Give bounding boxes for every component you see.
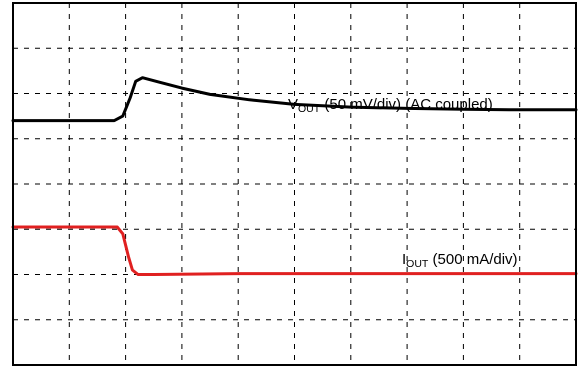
grid-lines (13, 3, 576, 365)
plot-frame (12, 2, 577, 366)
vout-trace-label: VOUT (50 mV/div) (AC coupled) (288, 96, 493, 115)
trace-group (11, 76, 578, 276)
vout-trace (11, 76, 578, 123)
iout-trace (11, 225, 578, 276)
iout-trace-label: IOUT (500 mA/div) (402, 251, 518, 270)
